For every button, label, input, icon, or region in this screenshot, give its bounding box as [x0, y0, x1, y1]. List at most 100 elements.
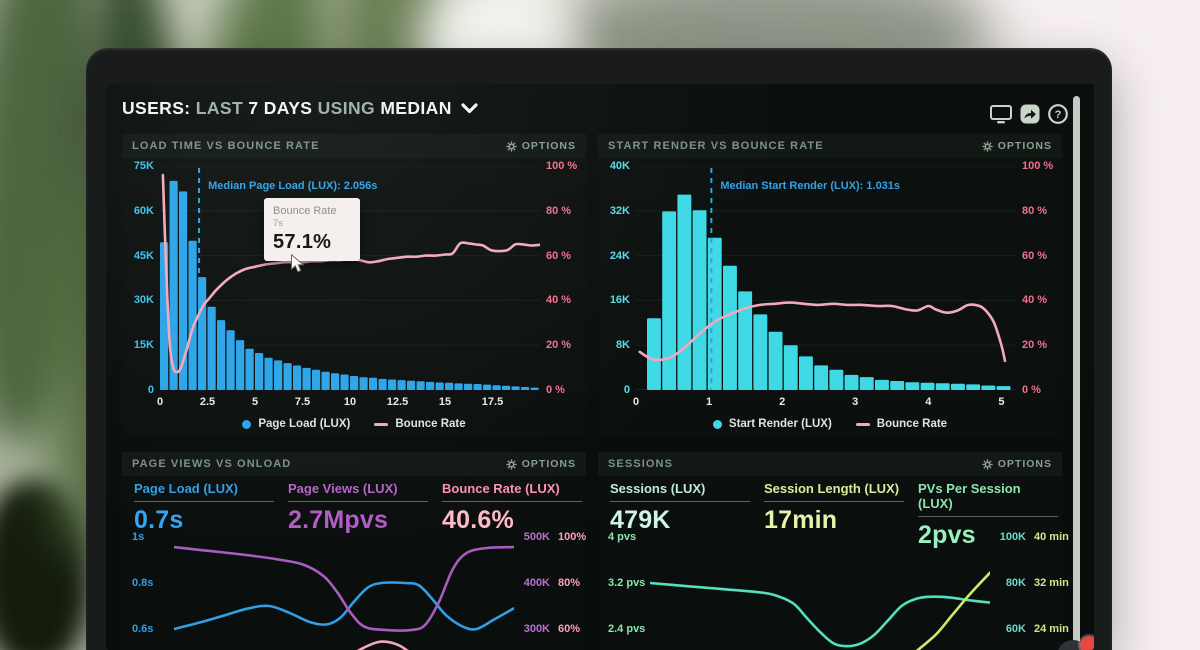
y-axis-label: 0 % [546, 384, 565, 396]
axis-label: 80K [1005, 577, 1026, 589]
axis-label: 400K [523, 577, 550, 589]
x-axis-label: 12.5 [386, 396, 409, 408]
sparkline-chart [172, 530, 516, 650]
y-axis-label: 100 % [546, 160, 578, 172]
legend-item-bars[interactable]: Page Load (LUX) [242, 418, 350, 430]
y-axis-label: 32K [609, 204, 630, 217]
sparkline-right-axis-1: 100K 80K 60K [994, 530, 1026, 650]
y-axis-left-labels: 40K 32K 24K 16K 8K 0 [598, 160, 630, 396]
axis-label: 0.8s [132, 577, 154, 589]
axis-label: 40 min [1034, 531, 1069, 543]
y-axis-label: 24K [609, 249, 630, 262]
axis-label: 1s [132, 531, 145, 543]
notification-badge[interactable] [1080, 636, 1094, 650]
dashboard-screen: USERS: LAST 7 DAYS USING MEDIAN ? LOAD T… [106, 84, 1094, 650]
panel-title: START RENDER VS BOUNCE RATE [608, 140, 824, 152]
legend-item-bars[interactable]: Start Render (LUX) [712, 418, 832, 430]
help-icon[interactable]: ? [1048, 104, 1068, 124]
gear-icon [982, 458, 993, 470]
metrics-and-sparkline-area: Page Load (LUX) 0.7s Page Views (LUX) 2.7Mp… [122, 476, 586, 650]
metric-value: 17min [764, 506, 838, 534]
metric-divider [764, 501, 904, 502]
legend-item-line[interactable]: Bounce Rate [374, 418, 466, 430]
global-header: USERS: LAST 7 DAYS USING MEDIAN [122, 98, 478, 119]
axis-label: 3.2 pvs [608, 577, 646, 589]
chevron-down-icon[interactable] [461, 103, 478, 114]
y-axis-label: 16K [609, 294, 630, 307]
title-last: LAST [190, 98, 249, 118]
sparkline-right-axis-2: 40 min 32 min 24 min [1034, 530, 1078, 650]
tooltip-x-value: 7s [273, 218, 284, 229]
title-median: MEDIAN [380, 98, 452, 118]
options-button[interactable]: OPTIONS [506, 458, 576, 470]
median-annotation: Median Page Load (LUX): 2.056s [208, 180, 378, 192]
metric-label: Page Load (LUX) [134, 481, 239, 496]
legend-dash-icon [374, 422, 389, 426]
metric-value: 479K [610, 506, 671, 534]
legend-item-line[interactable]: Bounce Rate [855, 418, 948, 430]
mouse-cursor-icon [291, 254, 305, 273]
legend-label: Bounce Rate [876, 418, 948, 430]
chart-svg [636, 165, 1016, 391]
y-axis-label: 100 % [1022, 160, 1054, 172]
options-button[interactable]: OPTIONS [506, 140, 576, 152]
y-axis-right-labels: 100 % 80 % 60 % 40 % 20 % 0 % [1022, 160, 1066, 396]
chart-area: 40K 32K 24K 16K 8K 0 100 % 80 % 60 % 40 % 20 % 0 % M… [598, 158, 1062, 436]
metric-value: 2pvs [918, 521, 976, 549]
x-axis-labels: 0 1 2 3 4 5 [633, 396, 1016, 410]
gear-icon [506, 140, 517, 152]
x-axis-label: 5 [998, 396, 1005, 408]
panel-title: LOAD TIME VS BOUNCE RATE [132, 140, 320, 152]
x-axis-label: 2 [779, 396, 786, 408]
metrics-and-sparkline-area: Sessions (LUX) 479K Session Length (LUX) 17… [598, 476, 1069, 650]
axis-label: 500K [523, 531, 550, 543]
legend-dot-icon [712, 419, 722, 429]
page-title-dropdown[interactable]: USERS: LAST 7 DAYS USING MEDIAN [122, 98, 452, 119]
sparkline-svg [648, 571, 992, 650]
x-axis-labels: 0 2.5 5 7.5 10 12.5 15 17.5 [157, 396, 540, 410]
metric: Page Load (LUX) 0.7s [134, 481, 274, 535]
axis-label: 300K [523, 623, 550, 635]
panel-load-time-vs-bounce-rate: LOAD TIME VS BOUNCE RATE OPTIONS Bounce … [122, 134, 586, 436]
display-icon[interactable] [990, 104, 1012, 124]
y-axis-label: 60 % [1022, 249, 1048, 262]
metric-divider [610, 501, 750, 502]
title-users: USERS: [122, 98, 191, 118]
metric: Bounce Rate (LUX) 40.6% [442, 481, 582, 535]
metric-value: 0.7s [134, 506, 184, 534]
share-icon[interactable] [1020, 104, 1040, 124]
metric-value: 40.6% [442, 506, 514, 534]
metric-divider [288, 501, 428, 502]
chat-launcher[interactable] [1058, 640, 1088, 650]
x-axis-label: 17.5 [481, 396, 504, 408]
x-axis-label: 15 [438, 396, 452, 408]
y-axis-label: 80 % [546, 204, 572, 217]
chart-area: Bounce Rate 7s 57.1% 75K 60K 45K 30K 15K 0 100… [122, 158, 586, 436]
y-axis-label: 40 % [546, 294, 572, 307]
vertical-scrollbar[interactable] [1073, 96, 1080, 644]
options-button[interactable]: OPTIONS [982, 140, 1052, 152]
bar-line-chart [636, 165, 1016, 395]
axis-label: 100K [999, 531, 1026, 543]
panel-header: LOAD TIME VS BOUNCE RATE OPTIONS [122, 134, 586, 158]
metric-label: Bounce Rate (LUX) [442, 481, 560, 496]
metric: Page Views (LUX) 2.7Mpvs [288, 481, 428, 535]
metric-value: 2.7Mpvs [288, 506, 389, 534]
metric-divider [134, 501, 274, 502]
y-axis-label: 0 [147, 384, 154, 396]
tooltip-value: 57.1% [273, 231, 332, 253]
y-axis-label: 75K [133, 160, 154, 172]
panel-title: SESSIONS [608, 458, 674, 470]
legend-label: Start Render (LUX) [728, 418, 832, 430]
chart-tooltip: Bounce Rate 7s 57.1% [264, 198, 360, 261]
gear-icon [982, 140, 993, 152]
y-axis-label: 80 % [1022, 204, 1048, 217]
sparkline-right-axis-2: 100% 80% 60% [558, 530, 602, 650]
x-axis-label: 1 [706, 396, 713, 408]
options-button[interactable]: OPTIONS [982, 458, 1052, 470]
y-axis-label: 20 % [1022, 339, 1048, 352]
metric-label: Session Length (LUX) [764, 481, 900, 496]
svg-text:?: ? [1055, 109, 1062, 121]
axis-label: 60K [1005, 623, 1026, 635]
metrics-row: Sessions (LUX) 479K Session Length (LUX) 17… [610, 481, 1058, 550]
